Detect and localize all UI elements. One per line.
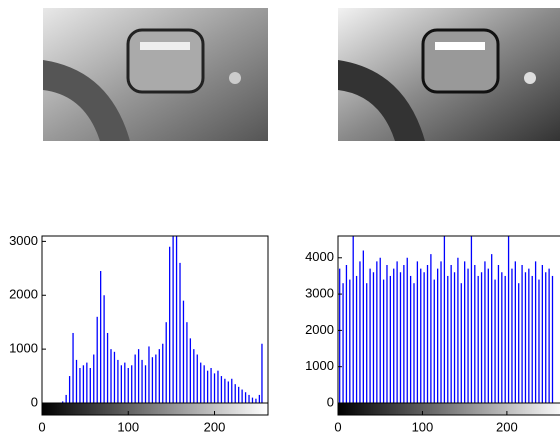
y-tick-label: 3000 [305, 286, 334, 301]
y-tick-label: 1000 [305, 358, 334, 373]
y-tick-label: 2000 [9, 287, 38, 302]
image-equalized [338, 8, 560, 141]
gray-colorbar [41, 402, 269, 416]
x-tick-label: 100 [412, 419, 434, 434]
x-tick-label: 0 [334, 419, 341, 434]
y-tick-label: 2000 [305, 322, 334, 337]
y-tick-label: 3000 [9, 233, 38, 248]
x-tick-label: 0 [38, 419, 45, 434]
gray-colorbar [337, 402, 560, 416]
y-tick-label: 4000 [305, 249, 334, 264]
y-tick-label: 1000 [9, 341, 38, 356]
plot-area [338, 236, 560, 403]
x-tick-label: 100 [117, 419, 139, 434]
image-original [43, 8, 268, 141]
y-tick-label: 0 [31, 394, 38, 409]
x-tick-label: 200 [204, 419, 226, 434]
y-tick-label: 0 [327, 394, 334, 409]
x-tick-label: 200 [496, 419, 518, 434]
